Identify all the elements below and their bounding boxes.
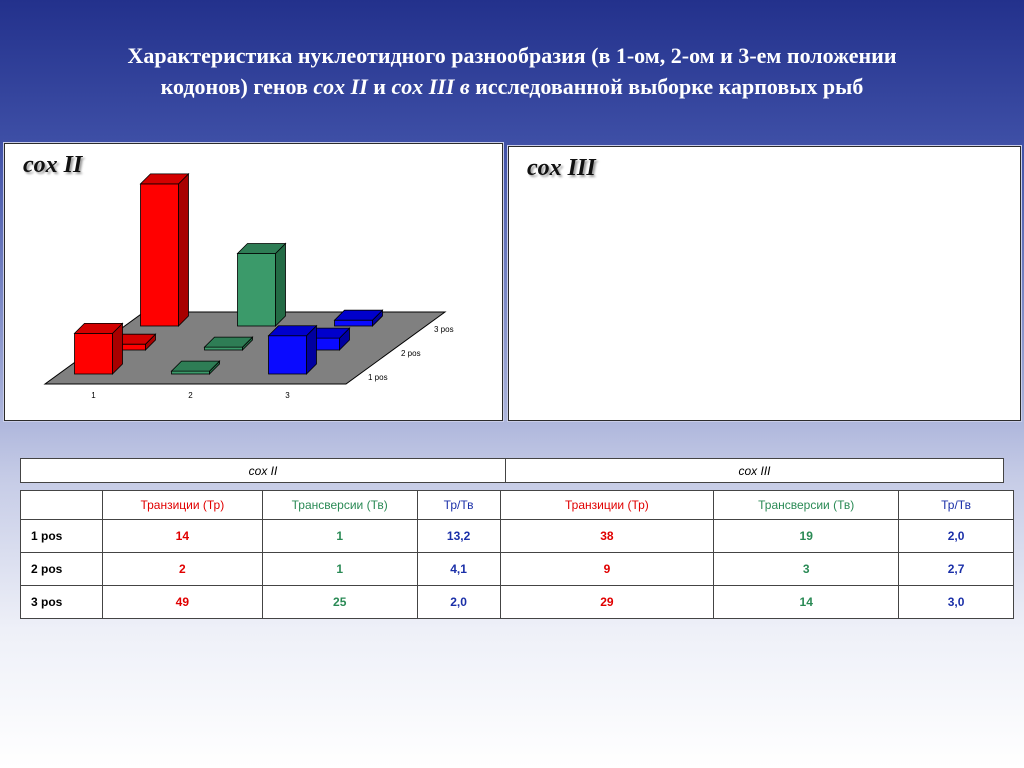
- header-transversions-cox2: Трансверсии (Тв): [261, 490, 418, 520]
- cell-transitions-cox2: 49: [101, 585, 263, 619]
- title-text-e: исследованной выборке карповых рыб: [469, 74, 864, 99]
- header-transversions-cox3: Трансверсии (Тв): [713, 490, 900, 520]
- table-row: 2 pos 2 1 4,1 9 3 2,7: [20, 552, 1014, 586]
- bar-top: [203, 336, 254, 348]
- gene-header-cox3: cox III: [505, 458, 1004, 483]
- bar-front: [268, 335, 307, 375]
- chart-panel-cox2: 1 2 3 1 pos 2 pos 3 pos cox II: [4, 143, 503, 421]
- row-label: 2 pos: [20, 552, 103, 586]
- title-gene-cox3: cox III в: [391, 74, 470, 99]
- cell-transversions-cox3: 19: [713, 519, 900, 553]
- chart-cox2: 1 2 3 1 pos 2 pos 3 pos: [43, 172, 454, 400]
- cell-transitions-cox3: 9: [499, 552, 715, 586]
- bar-top: [73, 322, 124, 334]
- cell-transitions-cox2: 2: [101, 552, 263, 586]
- table-row: 3 pos 49 25 2,0 29 14 3,0: [20, 585, 1014, 619]
- header-ratio-cox2: Тр/Тв: [416, 490, 501, 520]
- cell-transitions-cox3: 29: [499, 585, 715, 619]
- bar-green-2-pos: [203, 336, 254, 351]
- slide-title: Характеристика нуклеотидного разнообрази…: [30, 40, 994, 102]
- header-empty: [20, 490, 103, 520]
- data-table: Транзиции (Тр) Трансверсии (Тв) Тр/Тв Тр…: [20, 490, 1014, 619]
- bar-front: [237, 253, 276, 327]
- depth-label: 2 pos: [401, 349, 421, 358]
- cell-transitions-cox2: 14: [101, 519, 263, 553]
- title-line-1: Характеристика нуклеотидного разнообрази…: [127, 43, 897, 68]
- title-text-c: и: [367, 74, 392, 99]
- bar-top: [236, 243, 287, 254]
- depth-label: 1 pos: [368, 373, 388, 382]
- cell-transversions-cox2: 25: [261, 585, 418, 619]
- title-text-a: кодонов) генов: [160, 74, 314, 99]
- cell-ratio-cox2: 4,1: [416, 552, 501, 586]
- bar-green-1-pos: [170, 360, 221, 375]
- chart-title-cox2: cox II: [23, 152, 83, 178]
- table-row: 1 pos 14 1 13,2 38 19 2,0: [20, 519, 1014, 553]
- bar-blue-1-pos: [267, 324, 318, 375]
- row-label: 1 pos: [20, 519, 103, 553]
- table-header-row: Транзиции (Тр) Трансверсии (Тв) Тр/Тв Тр…: [20, 490, 1014, 520]
- bar-side: [178, 172, 189, 327]
- cell-transversions-cox2: 1: [261, 552, 418, 586]
- chart-title-cox3: cox III: [527, 155, 596, 181]
- cell-transversions-cox3: 3: [713, 552, 900, 586]
- bar-red-3-pos: [139, 172, 190, 327]
- bar-front: [74, 332, 113, 375]
- cell-ratio-cox3: 3,0: [898, 585, 1014, 619]
- cell-ratio-cox2: 13,2: [416, 519, 501, 553]
- cell-transversions-cox2: 1: [261, 519, 418, 553]
- bar-top: [333, 309, 384, 321]
- x-tick-label: 1: [91, 391, 96, 400]
- bar-green-3-pos: [236, 242, 287, 327]
- bar-red-1-pos: [73, 322, 124, 375]
- cell-transversions-cox3: 14: [713, 585, 900, 619]
- bar-front: [140, 183, 179, 327]
- bar-front: [171, 370, 210, 375]
- header-transitions-cox2: Транзиции (Тр): [101, 490, 263, 520]
- bar-top: [170, 360, 221, 372]
- depth-label: 3 pos: [434, 325, 454, 334]
- gene-header-cox2: cox II: [20, 458, 506, 483]
- bar-top: [267, 325, 318, 337]
- bar-top: [139, 173, 190, 185]
- cell-ratio-cox3: 2,0: [898, 519, 1014, 553]
- cell-ratio-cox2: 2,0: [416, 585, 501, 619]
- row-label: 3 pos: [20, 585, 103, 619]
- bar-side: [275, 242, 286, 327]
- cell-ratio-cox3: 2,7: [898, 552, 1014, 586]
- gene-header-table: cox II cox III: [20, 458, 1004, 483]
- x-tick-label: 2: [188, 391, 193, 400]
- header-ratio-cox3: Тр/Тв: [898, 490, 1014, 520]
- cell-transitions-cox3: 38: [499, 519, 715, 553]
- title-line-2: кодонов) генов cox II и cox III в исслед…: [30, 71, 994, 102]
- header-transitions-cox3: Транзиции (Тр): [499, 490, 715, 520]
- x-tick-label: 3: [285, 391, 290, 400]
- bar-front: [204, 346, 243, 351]
- title-gene-cox2: cox II: [313, 74, 368, 99]
- bar-front: [334, 319, 373, 327]
- bar-blue-3-pos: [333, 309, 384, 327]
